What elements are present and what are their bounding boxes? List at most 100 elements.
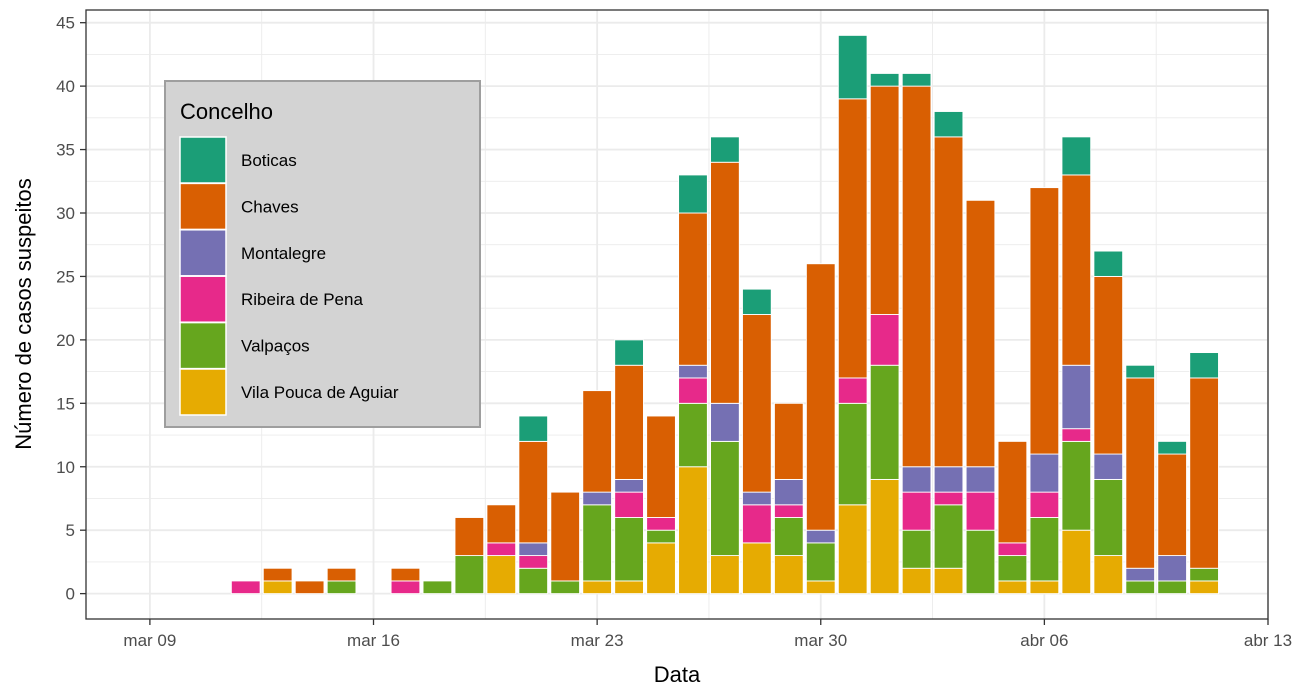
bar-segment	[582, 491, 612, 506]
x-tick-label: abr 06	[1020, 631, 1068, 650]
bar-segment	[869, 72, 900, 87]
bar-segment	[805, 580, 836, 595]
bar-segment	[901, 491, 932, 531]
bar-segment	[678, 174, 708, 214]
bar-segment	[773, 504, 804, 518]
x-tick-label: mar 16	[347, 631, 400, 650]
y-tick-label: 15	[56, 394, 75, 413]
bar-segment	[773, 402, 804, 480]
bar-segment	[486, 555, 517, 595]
bar-segment	[710, 136, 740, 163]
bar-segment	[326, 567, 357, 582]
bar-segment	[997, 440, 1028, 544]
bar-segment	[837, 377, 868, 404]
bar-segment	[1157, 555, 1187, 582]
bar-segment	[710, 161, 740, 404]
legend-label: Montalegre	[241, 244, 326, 263]
bar-segment	[1189, 377, 1219, 569]
legend-label: Ribeira de Pena	[241, 290, 363, 309]
y-tick-label: 0	[66, 585, 75, 604]
bar-segment	[773, 478, 804, 506]
bar-segment	[390, 567, 421, 582]
legend-items: Boticas Chaves Montalegre Ribeira de Pena Va…	[179, 136, 399, 416]
bar-segment	[1061, 364, 1092, 430]
bar-segment	[678, 466, 708, 595]
legend-label: Boticas	[241, 151, 297, 170]
bar-segment	[582, 504, 612, 582]
legend-label: Chaves	[241, 197, 299, 216]
bar-segment	[518, 567, 549, 595]
bar-segment	[1189, 352, 1219, 379]
bar-segment	[646, 517, 676, 531]
bar-segment	[518, 415, 549, 442]
bar-segment	[933, 491, 964, 506]
y-axis: 0 5 10 15 20 25 30 35 40 45	[56, 14, 86, 604]
x-axis-title: Data	[654, 662, 701, 687]
bar-segment	[933, 504, 964, 569]
bar-segment	[997, 580, 1028, 595]
bar-segment	[1061, 529, 1092, 595]
bar-segment	[1125, 364, 1156, 379]
bar-segment	[1093, 275, 1124, 455]
legend-key	[179, 229, 227, 277]
bar-segment	[614, 580, 644, 595]
bar-segment	[901, 567, 932, 595]
bar-segment	[901, 72, 932, 87]
bar-segment	[390, 580, 421, 595]
bar-segment	[933, 136, 964, 468]
bar-segment	[933, 466, 964, 493]
legend-key	[179, 275, 227, 323]
bar-segment	[1061, 440, 1092, 531]
bar-segment	[1157, 453, 1187, 557]
bar-segment	[262, 567, 293, 582]
legend-title: Concelho	[180, 99, 273, 124]
bar-segment	[1061, 428, 1092, 442]
bar-segment	[837, 504, 868, 595]
bar-segment	[614, 478, 644, 493]
legend-key	[179, 136, 227, 184]
bar-segment	[1093, 453, 1124, 480]
y-tick-label: 10	[56, 458, 75, 477]
legend-label: Valpaços	[241, 337, 310, 356]
y-tick-label: 35	[56, 141, 75, 160]
y-tick-label: 45	[56, 14, 75, 33]
bar-segment	[869, 314, 900, 366]
legend-label: Vila Pouca de Aguiar	[241, 383, 399, 402]
bar-segment	[773, 555, 804, 595]
bar-segment	[837, 34, 868, 100]
bar-segment	[965, 491, 996, 531]
bar-segment	[1029, 187, 1060, 455]
bar-segment	[550, 491, 581, 582]
bar-segment	[742, 491, 772, 506]
y-tick-label: 5	[66, 521, 75, 540]
y-tick-label: 20	[56, 331, 75, 350]
bar-segment	[869, 478, 900, 595]
x-tick-label: mar 23	[571, 631, 624, 650]
legend-key	[179, 321, 227, 370]
bar-segment	[582, 580, 612, 595]
bar-segment	[646, 415, 676, 518]
bar-segment	[1029, 517, 1060, 582]
bar-segment	[422, 580, 453, 595]
bar-segment	[997, 555, 1028, 582]
bar-segment	[965, 199, 996, 468]
bar-segment	[1125, 567, 1156, 582]
bar-segment	[742, 542, 772, 595]
bar-segment	[646, 529, 676, 544]
bar-segment	[1157, 580, 1187, 595]
x-axis: mar 09 mar 16 mar 23 mar 30 abr 06 abr 13	[123, 619, 1292, 650]
legend-key	[179, 368, 227, 416]
bar-segment	[1061, 136, 1092, 176]
panel-border	[85, 9, 1269, 620]
bar-segment	[1125, 377, 1156, 569]
bar-segment	[614, 491, 644, 518]
bar-segment	[742, 288, 772, 315]
bar-segment	[1061, 174, 1092, 366]
bar-segment	[518, 440, 549, 544]
bar-segment	[1029, 580, 1060, 595]
bar-segment	[454, 517, 485, 557]
bar-segment	[1093, 478, 1124, 557]
bar-segment	[997, 542, 1028, 557]
bar-segment	[901, 529, 932, 569]
